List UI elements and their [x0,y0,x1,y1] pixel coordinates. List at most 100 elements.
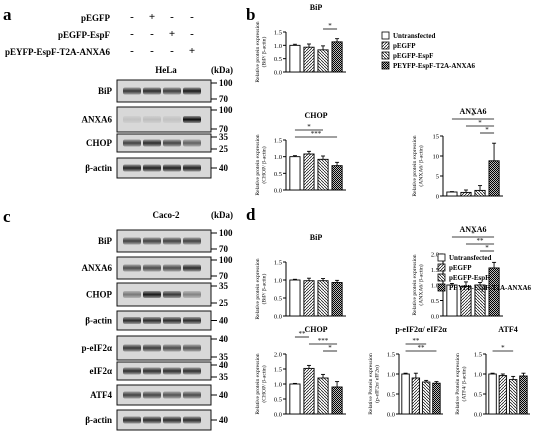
kda-marker: 70 [219,244,229,254]
blot-band [123,391,141,399]
bar [401,373,410,415]
legend-label: pEGFP [393,42,416,50]
blot-row: β-actin 40 [85,310,229,331]
bar [303,46,315,73]
bar [317,377,329,415]
chart-title: BiP [310,3,323,12]
blot-row: ATF4 40 [90,384,229,406]
kda-marker: 100 [219,78,233,88]
blot-row: eIF2α 40 35 [89,360,228,382]
legend-label: pEGFP-EspF [393,52,433,60]
blot-band [123,291,141,298]
chart-title: ATF4 [498,325,517,334]
legend-swatch [381,51,390,60]
kda-marker: 40 [219,360,229,370]
kda-marker: 40 [219,334,229,344]
y-axis-label-line: Relative Protein expression [368,353,374,415]
bar [331,282,343,317]
bar [460,191,472,197]
sign-mark: - [170,11,174,23]
y-axis-label-line: (BiP/ β-actin) [261,274,268,305]
y-tick-label: 1.0 [474,372,482,379]
y-axis-label: Relative protein expression(ANXA6/ β-act… [412,135,425,196]
blot-band [123,416,141,424]
blot-a-sign-grid: - + - - - - + - - - - + [130,11,195,57]
bar [331,386,343,415]
significance-label: ** [477,237,485,245]
panel-letter-c: c [3,207,11,226]
kda-marker: 35 [219,281,229,291]
y-tick-label: 0.0 [387,412,395,419]
sign-mark: - [190,28,194,40]
bar [289,44,301,73]
y-tick-label: 2.0 [431,252,439,259]
blot-band [123,317,141,324]
protein-label: β-actin [85,163,112,173]
bar [303,280,315,317]
blot-band [163,291,181,298]
legend-swatch [381,31,390,40]
blot-band [163,367,181,375]
kda-marker: 35 [219,372,229,382]
sign-mark: + [169,28,175,40]
y-tick-label: 5 [436,174,439,181]
y-axis-label-line: (CHOP/ β-actin) [261,365,268,402]
legend-panel-d: Untransfected pEGFP pEGFP-EspF PEYFP-EspF-T… [437,253,532,292]
y-axis-label-line: (ANXA6/ β-actin) [418,145,425,186]
cell-line-label: HeLa [155,65,177,75]
y-tick-label: 1.5 [274,138,282,145]
chart-title: CHOP [304,325,327,334]
blot-band [183,116,201,123]
significance-label: ** [298,330,306,338]
y-tick-label: 0.5 [474,392,482,399]
protein-label: BiP [98,236,113,246]
bar-charts: BiP 0.0 0.5 1.0 1.5 Relative protein expressi… [255,3,530,419]
significance-label: ** [412,337,420,345]
blot-band [163,416,181,424]
y-tick-label: 1.5 [431,267,439,274]
blot-band [143,139,161,147]
kda-marker: 25 [219,298,229,308]
legend-swatch [381,41,390,50]
bar-chart: CHOP 0.0 0.5 1.0 1.5 2.0 Relative protein expr… [255,325,346,419]
bar-chart: BiP 0.0 0.5 1.0 1.5 Relative protein expressi… [255,3,346,83]
blot-band [183,264,201,272]
protein-label: BiP [98,86,113,96]
legend-label: pEGFP-EspF [449,274,489,282]
legend-swatch [381,61,390,70]
blot-row: CHOP 35 25 [86,132,229,154]
blot-band [183,317,201,324]
blot-band [183,139,201,147]
significance-label: * [471,230,475,238]
bar [331,41,343,73]
y-tick-label: 1.0 [274,382,282,389]
y-axis-label-line: Relative protein expression [412,254,418,315]
blot-band [143,264,161,272]
bar [498,375,508,415]
bar [446,191,458,197]
significance-label: ** [418,344,426,352]
blot-band [123,367,141,375]
y-axis-label: Relative protein expression(CHOP/ β-acti… [255,353,268,414]
bar [317,158,329,191]
blot-band [183,237,201,245]
sign-mark: - [130,28,134,40]
bar-chart: ANXA6 0.0 0.5 1.0 1.5 2.0 Relative protein exp… [412,225,503,321]
y-tick-label: 0.5 [431,298,439,305]
y-axis-label: Relative Protein expression(ATF4/ β-acti… [455,353,468,415]
bar [317,280,329,317]
y-axis-label-line: Relative protein expression [255,258,261,319]
bar [432,382,441,415]
bar-chart: ATF4 0.0 0.5 1.0 1.5 Relative Protein express… [455,325,530,419]
y-axis-label-line: (CHOP/ β-actin) [261,146,268,183]
legend-swatch [437,273,446,282]
legend-label: PEYFP-EspF-T2A-ANXA6 [393,62,476,70]
kda-marker: 40 [219,163,229,173]
legend-swatch [437,253,446,262]
y-tick-label: 10 [433,154,440,161]
bar [289,279,301,317]
panel-letter-b: b [246,5,255,24]
blot-band [163,87,181,95]
bar [289,383,301,415]
